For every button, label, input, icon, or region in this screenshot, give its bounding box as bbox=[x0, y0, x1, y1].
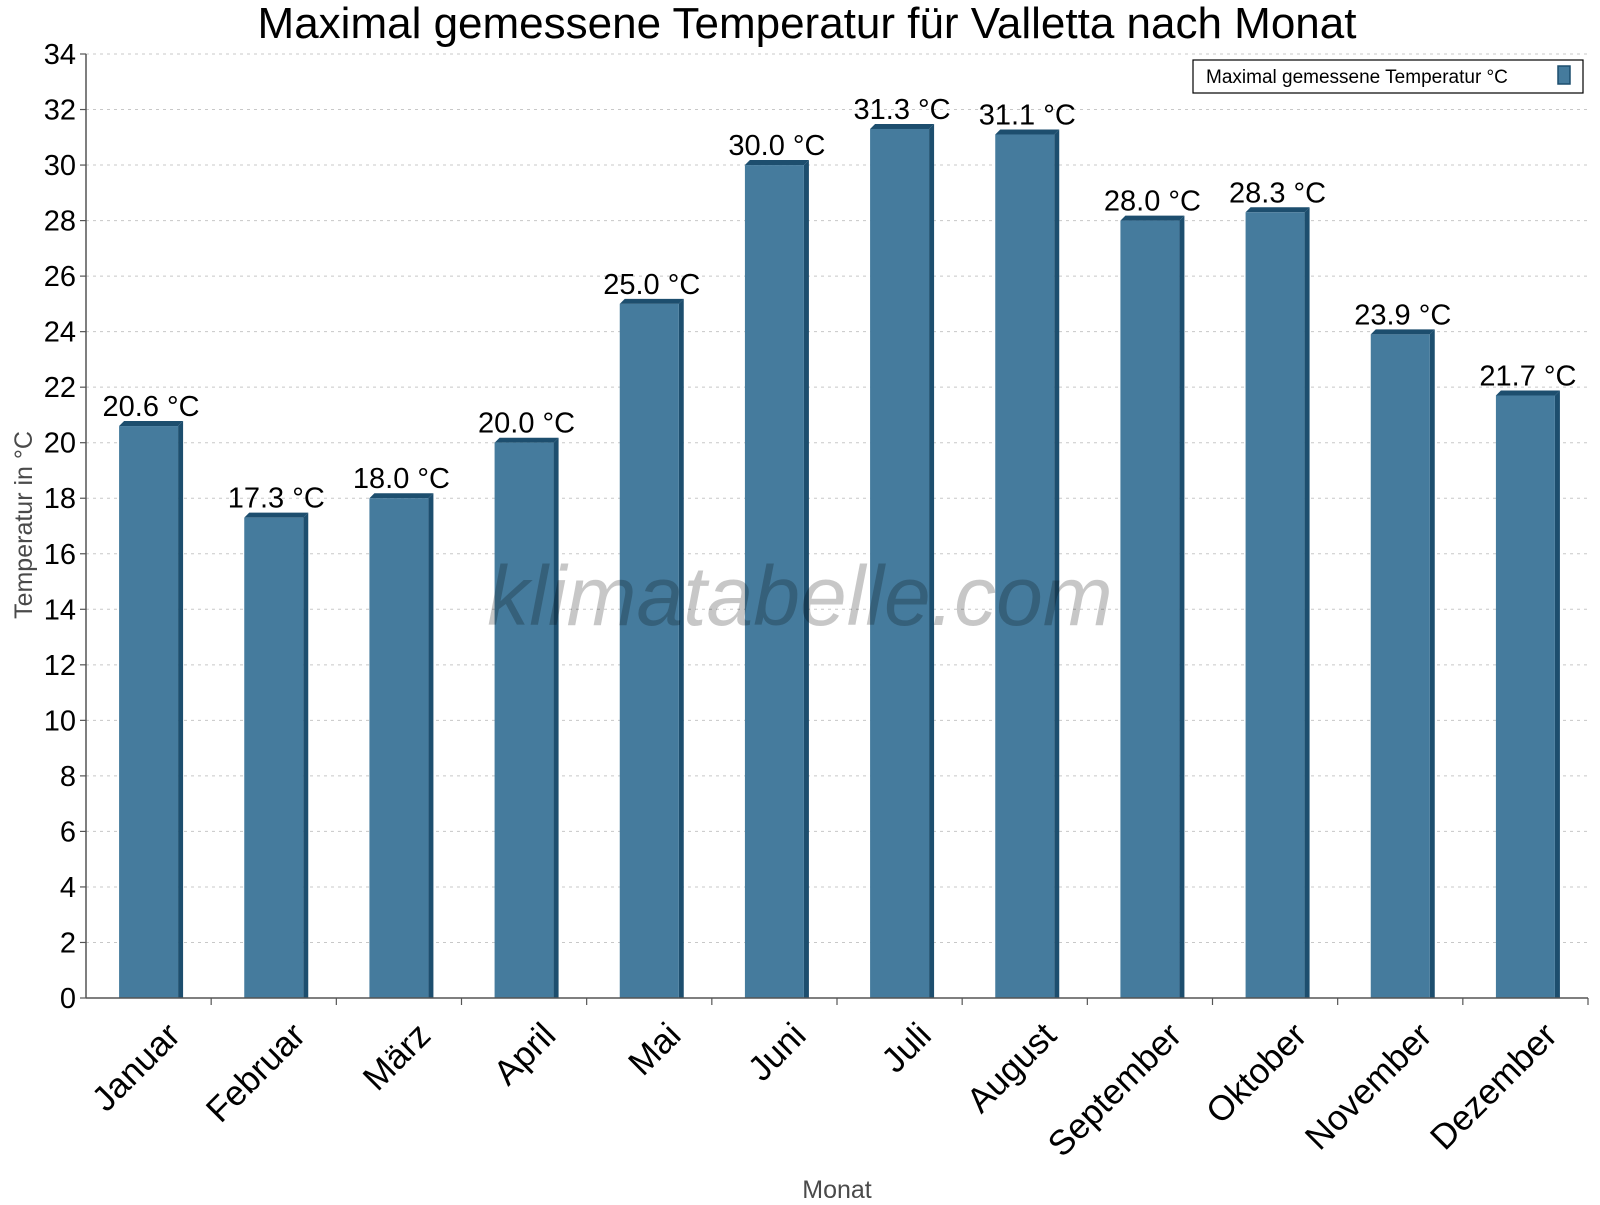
data-label: 20.6 °C bbox=[103, 391, 200, 423]
bar bbox=[244, 517, 304, 998]
bar-side bbox=[803, 160, 809, 998]
axes bbox=[80, 53, 1589, 1005]
bar-side bbox=[553, 437, 559, 998]
bar-top bbox=[744, 160, 809, 166]
bar bbox=[619, 303, 679, 999]
data-label: 28.0 °C bbox=[1104, 186, 1201, 218]
bar-side bbox=[678, 298, 684, 999]
y-tick-label: 6 bbox=[60, 816, 76, 848]
bar-side bbox=[1179, 215, 1185, 998]
y-tick-label: 20 bbox=[44, 428, 76, 460]
data-label: 28.3 °C bbox=[1229, 177, 1326, 209]
bar-side bbox=[1054, 129, 1060, 999]
y-tick-label: 22 bbox=[44, 372, 76, 404]
y-tick-label: 16 bbox=[44, 539, 76, 571]
bar-top bbox=[244, 512, 309, 518]
bars bbox=[119, 123, 1560, 999]
y-axis-title: Temperatur in °C bbox=[10, 431, 38, 619]
bar-side bbox=[1554, 390, 1560, 999]
grid-lines bbox=[86, 53, 1588, 943]
y-tick-label: 18 bbox=[44, 483, 76, 515]
data-label: 17.3 °C bbox=[228, 483, 325, 515]
data-label: 25.0 °C bbox=[603, 269, 700, 301]
data-label: 31.3 °C bbox=[854, 94, 951, 126]
bar bbox=[369, 498, 429, 998]
bar-side bbox=[1304, 207, 1310, 999]
bar-side bbox=[1429, 329, 1435, 998]
bar bbox=[995, 134, 1055, 999]
bar-top bbox=[119, 421, 184, 427]
y-tick-label: 12 bbox=[44, 650, 76, 682]
y-tick-label: 2 bbox=[60, 927, 76, 959]
y-tick-label: 28 bbox=[44, 206, 76, 238]
bar bbox=[1245, 212, 1305, 999]
bar bbox=[1120, 220, 1180, 998]
data-label: 31.1 °C bbox=[979, 100, 1076, 132]
y-tick-label: 0 bbox=[60, 983, 76, 1015]
bar-side bbox=[178, 421, 184, 998]
legend-swatch bbox=[1557, 65, 1571, 85]
data-label: 18.0 °C bbox=[353, 463, 450, 495]
bar-top bbox=[1495, 390, 1560, 396]
y-tick-label: 34 bbox=[44, 39, 76, 71]
bar bbox=[494, 442, 554, 998]
bar bbox=[119, 426, 179, 998]
data-label: 30.0 °C bbox=[728, 130, 825, 162]
bar-top bbox=[1120, 215, 1185, 221]
y-tick-label: 8 bbox=[60, 761, 76, 793]
bar-top bbox=[1245, 207, 1310, 213]
bar-top bbox=[369, 493, 434, 499]
bar-side bbox=[303, 512, 309, 998]
legend-label: Maximal gemessene Temperatur °C bbox=[1206, 67, 1508, 88]
bar bbox=[870, 128, 930, 998]
bar-top bbox=[1370, 329, 1435, 335]
bar-top bbox=[494, 437, 559, 443]
bar bbox=[1495, 395, 1555, 999]
chart-title: Maximal gemessene Temperatur für Vallett… bbox=[258, 0, 1357, 48]
y-tick-label: 24 bbox=[44, 317, 76, 349]
data-labels: 20.6 °C 17.3 °C 18.0 °C 20.0 °C 25.0 °C 30.0 … bbox=[103, 94, 1577, 515]
bar-side bbox=[929, 123, 935, 998]
bar-top bbox=[995, 129, 1060, 135]
legend-box bbox=[1192, 59, 1584, 94]
y-tick-label: 4 bbox=[60, 872, 76, 904]
watermark-text: klimatabelle.com bbox=[487, 549, 1113, 643]
y-tick-label: 10 bbox=[44, 705, 76, 737]
bar-top bbox=[619, 298, 684, 304]
legend[interactable]: Maximal gemessene Temperatur °C bbox=[1192, 59, 1584, 94]
y-tick-label: 30 bbox=[44, 150, 76, 182]
bar-top bbox=[870, 123, 935, 129]
x-axis-title: Monat bbox=[802, 1176, 872, 1200]
y-tick-label: 14 bbox=[44, 594, 76, 626]
data-label: 20.0 °C bbox=[478, 408, 575, 440]
y-tick-label: 26 bbox=[44, 261, 76, 293]
bar bbox=[1370, 334, 1430, 998]
data-label: 23.9 °C bbox=[1354, 299, 1451, 331]
bar bbox=[744, 165, 804, 998]
y-tick-label: 32 bbox=[44, 95, 76, 127]
data-label: 21.7 °C bbox=[1479, 361, 1576, 393]
bar-side bbox=[428, 493, 434, 998]
